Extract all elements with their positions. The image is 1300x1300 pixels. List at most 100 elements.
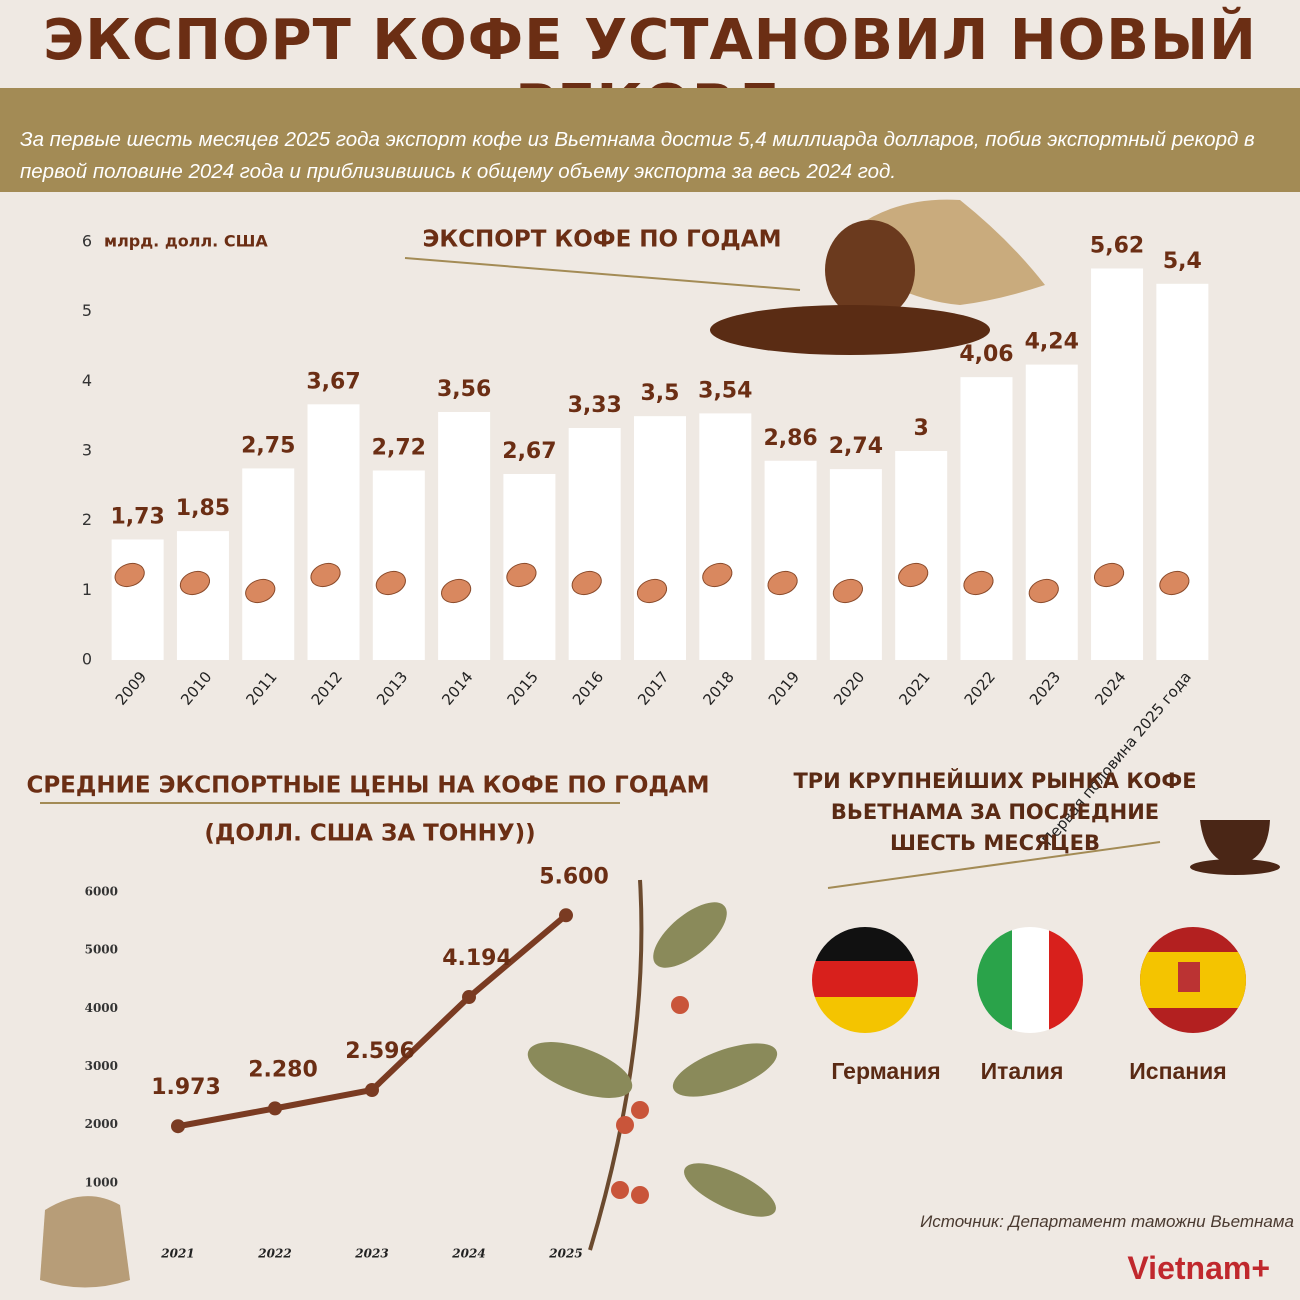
point [171, 1119, 185, 1134]
cup-icon [1190, 820, 1280, 875]
x-tick-label: 2023 [1026, 668, 1064, 709]
y-tick-label: 5 [82, 301, 92, 320]
bar [176, 531, 229, 660]
axis-label: млрд. долл. США [104, 232, 268, 251]
x-tick-label: 2010 [177, 668, 215, 709]
x-tick-label: 2021 [895, 668, 933, 709]
value-label: 3,54 [698, 378, 752, 403]
bar [1156, 283, 1209, 660]
y-tick-label: 2000 [85, 1117, 118, 1131]
coffee-bean [636, 578, 668, 604]
chart-title: ЭКСПОРТ КОФЕ ПО ГОДАМ [423, 227, 782, 253]
chart-subtitle: (ДОЛЛ. США ЗА ТОННУ)) [204, 821, 535, 847]
point [365, 1082, 379, 1097]
x-tick-label: 2014 [438, 668, 476, 709]
value-label: 4,24 [1025, 330, 1079, 355]
coffee-bean [1093, 562, 1125, 588]
decor-line [827, 841, 1161, 889]
country-label: Италия [980, 1058, 1064, 1084]
value-label: 2,67 [502, 439, 556, 464]
y-tick-label: 2 [82, 510, 92, 529]
point [268, 1101, 282, 1116]
coffee-bean [245, 578, 276, 604]
x-tick-label: 2018 [699, 668, 737, 709]
bar [438, 411, 491, 660]
value-label: 2.596 [345, 1039, 415, 1064]
coffee-bean [1028, 578, 1059, 604]
y-tick-label: 6000 [85, 885, 118, 899]
coffee-bean [898, 562, 929, 588]
value-label: 5,62 [1090, 233, 1144, 258]
value-label: 1,73 [111, 504, 165, 529]
value-label: 2,72 [372, 436, 426, 461]
bar [960, 377, 1013, 660]
coffee-bean [832, 578, 863, 604]
bar [895, 451, 948, 660]
x-tick-label: 2025 [548, 1247, 582, 1261]
value-label: 2,75 [241, 433, 295, 458]
decor-line [404, 257, 801, 291]
point [559, 908, 573, 923]
coffee-bean [1159, 570, 1190, 596]
x-tick-label: 2015 [504, 668, 542, 709]
country-label: Испания [1129, 1058, 1227, 1084]
x-tick-label: 2016 [569, 668, 607, 709]
coffee-sack [710, 199, 1045, 355]
chart-title: СРЕДНИЕ ЭКСПОРТНЫЕ ЦЕНЫ НА КОФЕ ПО ГОДАМ [26, 773, 709, 799]
bar [634, 416, 686, 660]
x-tick-label: 2020 [830, 668, 868, 709]
value-label: 1,85 [176, 496, 230, 521]
coffee-bean [767, 570, 798, 596]
value-label: 3,56 [437, 377, 491, 402]
value-label: 3,67 [306, 369, 360, 394]
value-label: 3,33 [568, 393, 622, 418]
x-tick-label: 2012 [308, 668, 346, 709]
bar [111, 539, 164, 660]
coffee-bean [506, 562, 537, 588]
y-tick-label: 1 [82, 580, 92, 599]
x-tick-label: 2024 [451, 1247, 485, 1261]
y-tick-label: 3000 [85, 1059, 118, 1073]
bar [372, 470, 425, 660]
bar [1091, 268, 1144, 660]
value-label: 2.280 [248, 1057, 318, 1082]
coffee-bean [114, 562, 145, 588]
x-tick-label: 2022 [961, 668, 999, 709]
bar [307, 404, 360, 660]
x-tick-label: 2021 [160, 1247, 194, 1261]
y-tick-label: 4 [82, 371, 92, 390]
x-tick-label: 2013 [373, 668, 411, 709]
page-subtitle: За первые шесть месяцев 2025 года экспор… [20, 128, 1255, 183]
x-tick-label: 2011 [242, 668, 280, 709]
coffee-bean [441, 578, 472, 604]
value-label: 2,86 [763, 426, 817, 451]
bar [1025, 364, 1078, 660]
value-label: 2,74 [829, 434, 883, 459]
value-label: 3 [914, 416, 929, 441]
logo: Vietnam+ [1127, 1250, 1270, 1286]
source: Источник: Департамент таможни Вьетнама [920, 1212, 1294, 1231]
x-tick-label: 2023 [354, 1247, 388, 1261]
coffee-bean [310, 562, 341, 588]
coffee-bean [571, 570, 602, 596]
y-tick-label: 6 [82, 232, 92, 251]
point [462, 990, 476, 1005]
coffee-bean [963, 570, 994, 596]
x-tick-label: 2017 [634, 668, 672, 709]
country-label: Германия [831, 1058, 941, 1084]
bar [568, 428, 621, 660]
coffee-bean [702, 562, 733, 588]
bar [764, 460, 817, 660]
value-label: 3,5 [641, 381, 680, 406]
x-tick-label: 2019 [765, 668, 803, 709]
markets-title: ТРИ КРУПНЕЙШИХ РЫНКА КОФЕ ВЬЕТНАМА ЗА ПО… [793, 769, 1197, 855]
value-label: 1.973 [151, 1075, 221, 1100]
bar [829, 469, 882, 660]
x-tick-label: 2024 [1091, 668, 1129, 709]
coffee-bean [179, 570, 211, 596]
coffee-bean [375, 570, 406, 596]
value-label: 5.600 [539, 864, 609, 889]
flags [812, 927, 1246, 1033]
